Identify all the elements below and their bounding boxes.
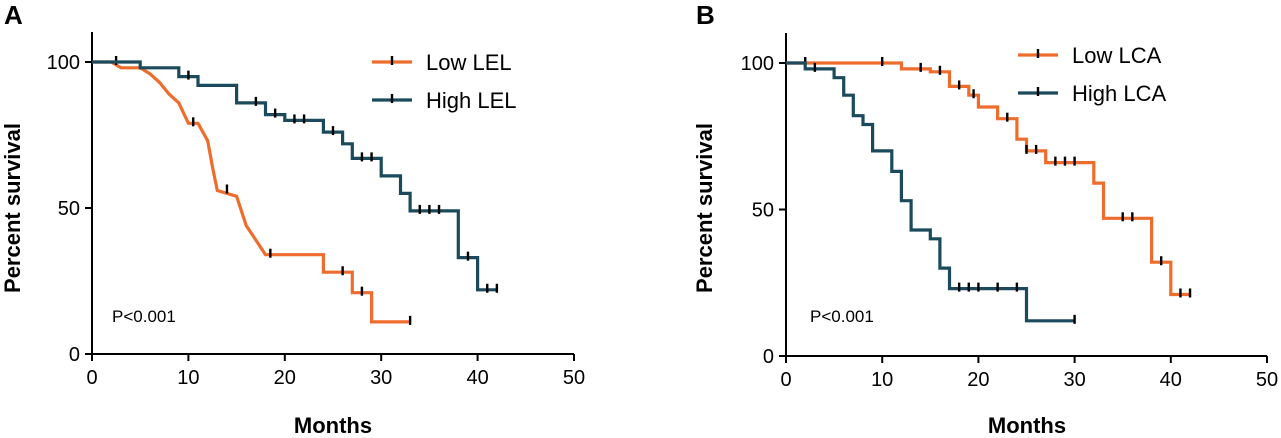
panel-b-pvalue: P<0.001 — [810, 307, 874, 326]
x-tick-label: 40 — [466, 367, 488, 389]
high-lca-legend-label: High LCA — [1072, 81, 1166, 106]
x-tick-label: 10 — [871, 369, 893, 391]
panel-b-plot: 0 50 100 0 10 20 30 40 50 Low LCA High LCA — [741, 33, 1278, 391]
y-tick-label: 0 — [69, 344, 80, 366]
panel-a-pvalue: P<0.001 — [112, 307, 176, 326]
high-lel-legend-label: High LEL — [426, 88, 517, 113]
x-tick-label: 20 — [967, 369, 989, 391]
panel-b-letter: B — [696, 0, 715, 30]
x-tick-label: 10 — [177, 367, 199, 389]
panel-b-ylabel: Percent survival — [692, 123, 717, 293]
y-tick-label: 100 — [741, 53, 774, 75]
high-lca-curve — [786, 61, 1075, 323]
y-tick-label: 50 — [752, 200, 774, 222]
panel-a-xlabel: Months — [294, 413, 372, 438]
y-tick-label: 0 — [763, 346, 774, 368]
panel-b-xlabel: Months — [988, 413, 1066, 438]
panel-a-ylabel: Percent survival — [0, 123, 25, 293]
panel-a-letter: A — [4, 0, 23, 30]
panel-a-plot: 0 50 100 0 10 20 30 40 50 Low LEL High LEL — [47, 32, 585, 389]
x-tick-label: 50 — [563, 367, 585, 389]
x-tick-label: 0 — [86, 367, 97, 389]
y-tick-label: 50 — [58, 198, 80, 220]
x-tick-label: 50 — [1256, 369, 1278, 391]
x-tick-label: 40 — [1160, 369, 1182, 391]
low-lca-legend-label: Low LCA — [1072, 43, 1162, 68]
low-lel-legend-label: Low LEL — [426, 50, 512, 75]
y-tick-label: 100 — [47, 52, 80, 74]
low-lel-curve — [92, 60, 411, 324]
x-tick-label: 20 — [274, 367, 296, 389]
x-tick-label: 30 — [370, 367, 392, 389]
x-tick-label: 30 — [1063, 369, 1085, 391]
x-tick-label: 0 — [780, 369, 791, 391]
